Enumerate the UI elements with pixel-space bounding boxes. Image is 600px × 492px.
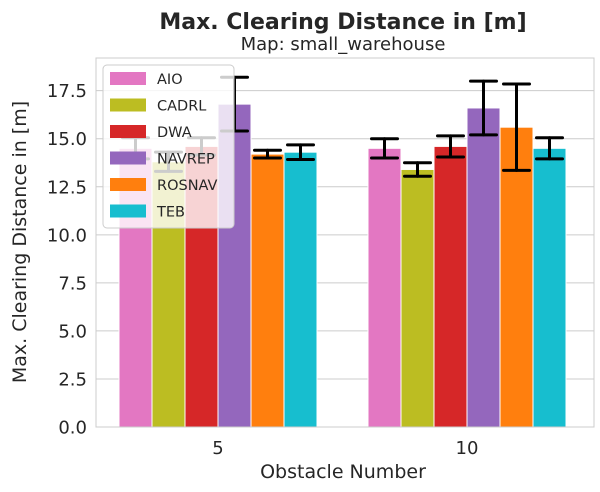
chart-subtitle: Map: small_warehouse — [241, 34, 446, 55]
y-tick-labels: 0.0 2.5 5.0 7.5 10.0 12.5 15.0 17.5 — [47, 81, 87, 438]
legend: AIO CADRL DWA NAVREP ROSNAV TEB — [102, 64, 235, 229]
legend-swatch-aio — [110, 72, 146, 85]
legend-label-aio: AIO — [157, 72, 183, 88]
y-tick-label: 10.0 — [47, 225, 87, 246]
y-tick-label: 12.5 — [47, 177, 87, 198]
plot-frame — [95, 57, 595, 428]
bar-rosnav — [250, 153, 285, 428]
y-axis-label: Max. Clearing Distance in [m] — [9, 101, 31, 383]
bar-dwa — [433, 145, 468, 428]
x-tick-labels: 5 10 — [212, 438, 478, 459]
y-tick-label: 17.5 — [47, 81, 87, 102]
bar-navrep — [466, 107, 501, 428]
legend-swatch-rosnav — [110, 178, 146, 191]
legend-label-teb: TEB — [156, 205, 185, 221]
y-tick-label: 5.0 — [58, 321, 87, 342]
legend-label-cadrl: CADRL — [157, 99, 206, 115]
legend-label-rosnav: ROSNAV — [157, 178, 218, 194]
x-axis-label: Obstacle Number — [260, 461, 426, 483]
chart-title: Max. Clearing Distance in [m] — [159, 10, 526, 35]
y-tick-label: 15.0 — [47, 129, 87, 150]
y-tick-label: 0.0 — [58, 418, 87, 439]
legend-swatch-teb — [110, 204, 146, 218]
bar-teb — [532, 147, 567, 428]
bar-aio — [367, 147, 402, 428]
legend-label-dwa: DWA — [157, 125, 192, 141]
bar-teb — [283, 151, 318, 428]
legend-swatch-cadrl — [110, 98, 146, 112]
legend-swatch-dwa — [110, 125, 146, 138]
bar-cadrl — [400, 168, 435, 428]
y-tick-label: 7.5 — [58, 273, 87, 294]
bar-rosnav — [499, 126, 534, 428]
legend-swatch-navrep — [110, 151, 146, 165]
x-tick-label: 5 — [212, 438, 223, 459]
y-tick-label: 2.5 — [58, 369, 87, 390]
legend-label-navrep: NAVREP — [157, 152, 215, 168]
x-tick-label: 10 — [456, 438, 479, 459]
